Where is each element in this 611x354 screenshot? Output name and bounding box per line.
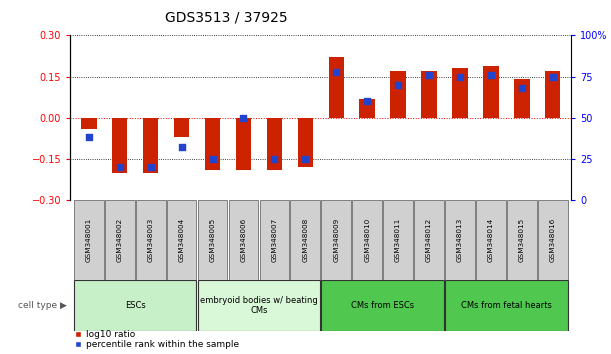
Bar bbox=[298, 118, 313, 167]
Bar bbox=[545, 71, 560, 118]
Text: GSM348015: GSM348015 bbox=[519, 218, 525, 262]
FancyBboxPatch shape bbox=[321, 280, 444, 331]
FancyBboxPatch shape bbox=[74, 280, 197, 331]
Bar bbox=[483, 65, 499, 118]
FancyBboxPatch shape bbox=[260, 200, 289, 280]
FancyBboxPatch shape bbox=[198, 280, 320, 331]
FancyBboxPatch shape bbox=[476, 200, 506, 280]
Text: ESCs: ESCs bbox=[125, 301, 145, 310]
Point bbox=[548, 74, 558, 79]
FancyBboxPatch shape bbox=[105, 200, 134, 280]
Text: GSM348006: GSM348006 bbox=[241, 218, 246, 262]
Bar bbox=[359, 98, 375, 118]
Legend: log10 ratio, percentile rank within the sample: log10 ratio, percentile rank within the … bbox=[75, 330, 239, 349]
Point bbox=[393, 82, 403, 88]
FancyBboxPatch shape bbox=[74, 200, 104, 280]
Text: CMs from ESCs: CMs from ESCs bbox=[351, 301, 414, 310]
Bar bbox=[205, 118, 220, 170]
Text: GSM348010: GSM348010 bbox=[364, 218, 370, 262]
Text: GSM348009: GSM348009 bbox=[333, 218, 339, 262]
Text: GSM348004: GSM348004 bbox=[178, 218, 185, 262]
FancyBboxPatch shape bbox=[414, 200, 444, 280]
Bar bbox=[329, 57, 344, 118]
Bar bbox=[514, 79, 530, 118]
Point bbox=[84, 135, 93, 140]
Point bbox=[331, 69, 341, 74]
FancyBboxPatch shape bbox=[321, 200, 351, 280]
Text: GSM348014: GSM348014 bbox=[488, 218, 494, 262]
Bar bbox=[143, 118, 158, 172]
Bar bbox=[266, 118, 282, 170]
Text: embryoid bodies w/ beating
CMs: embryoid bodies w/ beating CMs bbox=[200, 296, 318, 315]
Point bbox=[208, 156, 218, 162]
Point bbox=[517, 85, 527, 91]
Point bbox=[486, 72, 496, 78]
Point bbox=[177, 144, 186, 150]
Bar bbox=[390, 71, 406, 118]
Text: GSM348003: GSM348003 bbox=[148, 218, 154, 262]
Bar bbox=[81, 118, 97, 129]
Text: GSM348011: GSM348011 bbox=[395, 218, 401, 262]
Point bbox=[269, 156, 279, 162]
FancyBboxPatch shape bbox=[353, 200, 382, 280]
Text: GSM348005: GSM348005 bbox=[210, 218, 216, 262]
Text: GSM348001: GSM348001 bbox=[86, 218, 92, 262]
Bar bbox=[452, 68, 467, 118]
Bar bbox=[174, 118, 189, 137]
Point bbox=[238, 115, 248, 120]
FancyBboxPatch shape bbox=[445, 280, 568, 331]
Point bbox=[455, 74, 465, 79]
Bar bbox=[236, 118, 251, 170]
Text: GSM348016: GSM348016 bbox=[550, 218, 556, 262]
Text: CMs from fetal hearts: CMs from fetal hearts bbox=[461, 301, 552, 310]
Text: GDS3513 / 37925: GDS3513 / 37925 bbox=[165, 11, 287, 25]
Point bbox=[146, 164, 156, 170]
Bar bbox=[112, 118, 128, 172]
Text: GSM348002: GSM348002 bbox=[117, 218, 123, 262]
Text: GSM348013: GSM348013 bbox=[457, 218, 463, 262]
FancyBboxPatch shape bbox=[445, 200, 475, 280]
FancyBboxPatch shape bbox=[538, 200, 568, 280]
Text: GSM348012: GSM348012 bbox=[426, 218, 432, 262]
FancyBboxPatch shape bbox=[198, 200, 227, 280]
Bar bbox=[422, 71, 437, 118]
FancyBboxPatch shape bbox=[167, 200, 197, 280]
Point bbox=[362, 98, 372, 104]
FancyBboxPatch shape bbox=[383, 200, 413, 280]
Text: GSM348008: GSM348008 bbox=[302, 218, 309, 262]
Point bbox=[424, 72, 434, 78]
Point bbox=[115, 164, 125, 170]
FancyBboxPatch shape bbox=[507, 200, 536, 280]
Text: cell type ▶: cell type ▶ bbox=[18, 301, 67, 310]
FancyBboxPatch shape bbox=[290, 200, 320, 280]
Point bbox=[301, 156, 310, 162]
FancyBboxPatch shape bbox=[229, 200, 258, 280]
Text: GSM348007: GSM348007 bbox=[271, 218, 277, 262]
FancyBboxPatch shape bbox=[136, 200, 166, 280]
